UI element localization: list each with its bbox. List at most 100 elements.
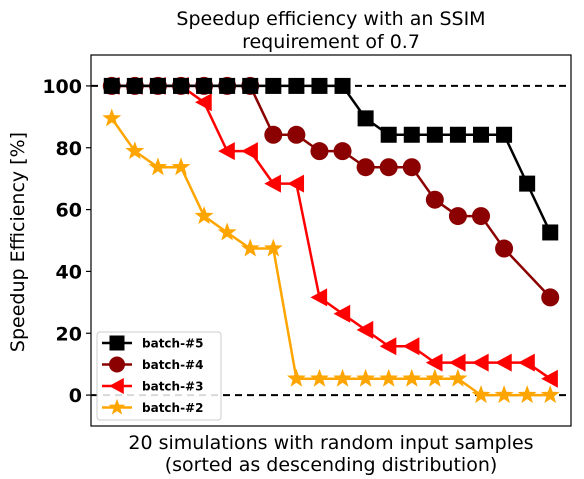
data-point [380,126,397,143]
data-point [379,158,398,177]
legend: batch-#5 batch-#4 batch-#3 batch-#2 [96,331,222,421]
data-point [102,108,122,127]
data-point [286,368,306,387]
data-point [426,126,443,143]
data-point [472,207,490,226]
data-point [194,206,214,225]
legend-label: batch-#5 [142,337,203,351]
legend-item-batch-#5: batch-#5 [102,335,203,351]
data-point [242,77,259,94]
data-point [195,93,212,112]
data-point [471,385,491,404]
data-point [288,77,305,94]
data-point [240,238,260,257]
data-point [264,125,283,144]
data-point [379,337,397,356]
x-axis-label-line-2: (sorted as descending distribution) [165,454,498,476]
data-point [425,353,443,372]
legend-marker [109,356,125,373]
data-point [241,142,258,161]
data-point [356,368,376,387]
data-point [402,337,420,356]
data-point [541,288,560,307]
chart-title-line-2: requirement of 0.7 [242,31,420,53]
data-point [449,126,466,143]
data-point [333,304,351,323]
data-point [496,126,513,143]
data-point [425,368,445,387]
data-point [473,126,489,143]
legend-label: batch-#3 [142,380,203,394]
data-point [334,77,351,94]
data-point [518,353,535,372]
series-batch-#4 [102,76,560,307]
series-batch-#2 [102,108,560,404]
legend-box [96,331,222,421]
data-point [125,141,145,160]
data-point [448,353,466,372]
data-point [311,77,328,94]
legend-marker [108,398,126,415]
data-point [218,142,235,161]
data-point [196,77,213,94]
data-point [310,142,329,161]
data-point [103,77,120,94]
legend-marker [109,378,124,394]
y-tick-label: 80 [56,138,82,160]
data-point [171,157,191,176]
data-point [310,368,329,387]
y-tick-label: 60 [56,200,82,222]
data-point [149,77,166,94]
data-point [517,385,537,404]
series-line [111,84,552,299]
data-point [265,77,282,94]
y-tick-label: 20 [56,323,82,345]
series-batch-#5 [103,77,559,241]
data-point [219,77,236,94]
data-point [540,385,560,404]
data-point [403,126,420,143]
data-point [173,77,189,94]
y-axis-label: Speedup Efficiency [%] [7,132,29,352]
y-tick-label: 0 [69,385,82,407]
data-point [126,77,143,94]
data-point [448,207,467,226]
y-tick-label: 40 [56,261,82,283]
legend-label: batch-#4 [142,358,203,372]
data-point [542,224,559,241]
legend-label: batch-#2 [142,401,203,415]
data-point [148,157,168,176]
data-point [264,174,281,193]
data-point [217,222,237,241]
data-point [379,368,399,387]
data-point [287,125,306,144]
data-point [495,239,514,258]
legend-item-batch-#4: batch-#4 [102,356,203,373]
data-point [402,368,422,387]
data-point [494,385,514,404]
data-point [333,368,352,387]
data-point [425,190,444,209]
data-point [356,158,375,177]
data-point [472,353,489,372]
data-point [333,142,352,161]
data-point [310,288,328,307]
chart-title-line-1: Speedup efficiency with an SSIM [176,8,485,30]
legend-item-batch-#2: batch-#2 [102,398,203,415]
y-tick-label: 100 [42,76,82,98]
legend-marker [109,335,125,351]
data-point [541,369,558,388]
data-point [263,238,283,257]
legend-item-batch-#3: batch-#3 [102,378,203,394]
data-point [357,110,374,127]
data-point [495,353,512,372]
plot-area: 0 20 40 60 80 100 [42,54,572,427]
data-point [402,158,421,177]
data-point [356,320,374,339]
data-point [287,174,305,193]
x-axis-label-line-1: 20 simulations with random input samples [128,432,533,454]
axes-frame [90,54,572,427]
data-point [448,368,468,387]
data-point [519,175,536,192]
